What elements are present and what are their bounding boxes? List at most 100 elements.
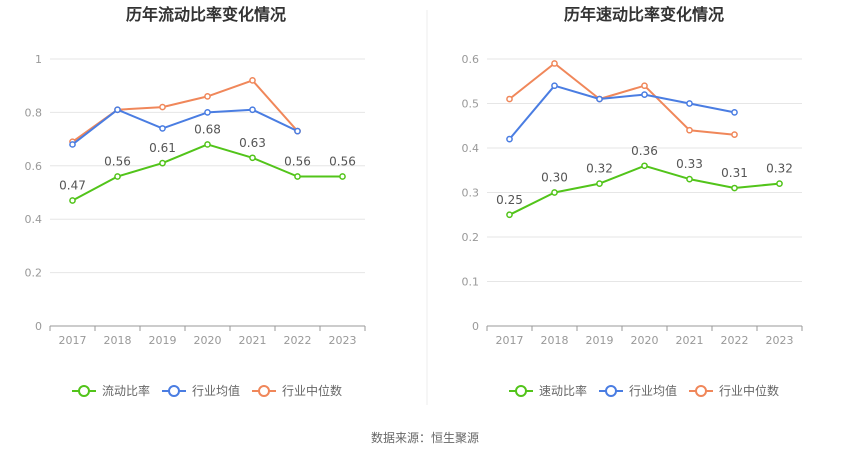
series-line-2 [71, 79, 299, 143]
y-tick-label: 0 [472, 320, 479, 333]
legend-label: 行业均值 [192, 383, 240, 398]
data-point [641, 82, 648, 90]
data-point [114, 173, 121, 180]
data-label: 0.32 [586, 162, 613, 176]
legend-swatch-marker [258, 385, 270, 397]
x-tick-label: 2021 [676, 334, 704, 347]
data-point [596, 95, 603, 103]
data-point [294, 173, 301, 180]
data-label: 0.25 [496, 193, 523, 207]
data-point [294, 127, 301, 135]
quick-ratio-chart: 历年速动比率变化情况 0 0.1 0.2 0.3 0.4 0.5 0.6 2017 2018 20… [462, 5, 803, 398]
axes: 0 0.1 0.2 0.3 0.4 0.5 0.6 2017 2018 2019 2020 2021 2… [462, 53, 803, 347]
data-point [551, 189, 558, 196]
y-tick-label: 0.4 [462, 142, 480, 155]
data-label: 0.33 [676, 157, 703, 171]
data-point [159, 103, 166, 111]
y-tick-label: 0.3 [462, 187, 480, 200]
x-tick-label: 2022 [284, 334, 312, 347]
x-tick-label: 2021 [239, 334, 267, 347]
y-tick-label: 1 [35, 53, 42, 66]
data-point [506, 135, 513, 143]
data-point [551, 60, 558, 67]
data-label: 0.61 [149, 141, 176, 155]
grid [487, 58, 802, 282]
legend-swatch-marker [515, 385, 527, 397]
data-point [731, 184, 738, 192]
chart-title: 历年流动比率变化情况 [126, 5, 286, 24]
data-label: 0.31 [721, 166, 748, 180]
data-point [686, 175, 693, 183]
data-point [686, 100, 693, 107]
data-label: 0.56 [329, 154, 356, 168]
data-label: 0.47 [59, 179, 86, 193]
x-tick-label: 2020 [194, 334, 222, 347]
legend-swatch-marker [605, 385, 617, 397]
y-tick-label: 0.2 [25, 267, 43, 280]
data-point [686, 126, 693, 134]
y-tick-label: 0.6 [462, 53, 480, 66]
data-point [731, 109, 738, 116]
legend: 流动比率 行业均值 行业中位数 [72, 383, 342, 398]
data-point [204, 141, 211, 148]
series: 0.25 0.30 0.32 0.36 0.33 0.31 0.32 [496, 60, 793, 219]
current-ratio-chart: 历年流动比率变化情况 0 0.2 0.4 0.6 0.8 1 2017 2018 2019 202… [25, 5, 366, 398]
data-point [69, 197, 76, 204]
y-tick-label: 0.2 [462, 231, 480, 244]
data-source-note: 数据来源：恒生聚源 [371, 430, 479, 445]
legend-swatch-marker [78, 385, 90, 397]
x-tick-label: 2017 [496, 334, 524, 347]
data-point [731, 131, 738, 138]
legend-swatch-marker [168, 385, 180, 397]
y-tick-label: 0.4 [25, 213, 43, 226]
series-line-1 [508, 84, 735, 140]
legend-label: 行业中位数 [719, 383, 779, 398]
data-label: 0.63 [239, 136, 266, 150]
y-tick-label: 0.6 [25, 160, 43, 173]
data-label: 0.68 [194, 122, 221, 136]
x-tick-label: 2022 [721, 334, 749, 347]
legend-label: 行业均值 [629, 383, 677, 398]
x-tick-label: 2023 [766, 334, 794, 347]
x-tick-label: 2018 [104, 334, 132, 347]
data-point [159, 125, 166, 132]
series: 0.47 0.56 0.61 0.68 0.63 0.56 0.56 [59, 77, 356, 204]
legend: 速动比率 行业均值 行业中位数 [509, 383, 779, 398]
chart-title: 历年速动比率变化情况 [564, 5, 724, 24]
data-point [204, 93, 211, 100]
x-tick-label: 2023 [329, 334, 357, 347]
data-label: 0.32 [766, 162, 793, 176]
x-tick-label: 2019 [586, 334, 614, 347]
legend-label: 行业中位数 [282, 383, 342, 398]
data-point [249, 77, 256, 84]
data-point [506, 95, 513, 103]
data-point [204, 109, 211, 116]
legend-label: 速动比率 [539, 383, 587, 398]
data-point [114, 106, 121, 114]
data-point [506, 211, 513, 219]
x-tick-label: 2019 [149, 334, 177, 347]
data-label: 0.30 [541, 171, 568, 185]
data-point [596, 180, 603, 187]
series-line-0 [72, 143, 343, 202]
data-point [776, 180, 783, 187]
data-point [249, 106, 256, 114]
data-point [641, 91, 648, 98]
series-line-2 [508, 62, 735, 136]
y-tick-label: 0.8 [25, 106, 43, 119]
data-label: 0.56 [284, 154, 311, 168]
y-tick-label: 0.5 [462, 98, 480, 111]
data-label: 0.56 [104, 154, 131, 168]
data-point [249, 154, 256, 162]
data-point [339, 173, 346, 180]
data-label: 0.36 [631, 144, 658, 158]
legend-swatch-marker [695, 385, 707, 397]
x-tick-label: 2020 [631, 334, 659, 347]
x-tick-label: 2017 [59, 334, 87, 347]
data-point [159, 159, 166, 167]
data-point [69, 141, 76, 148]
x-tick-label: 2018 [541, 334, 569, 347]
axes: 0 0.2 0.4 0.6 0.8 1 2017 2018 2019 2020 2021 2022 20… [25, 53, 366, 347]
series-line-1 [71, 108, 298, 146]
